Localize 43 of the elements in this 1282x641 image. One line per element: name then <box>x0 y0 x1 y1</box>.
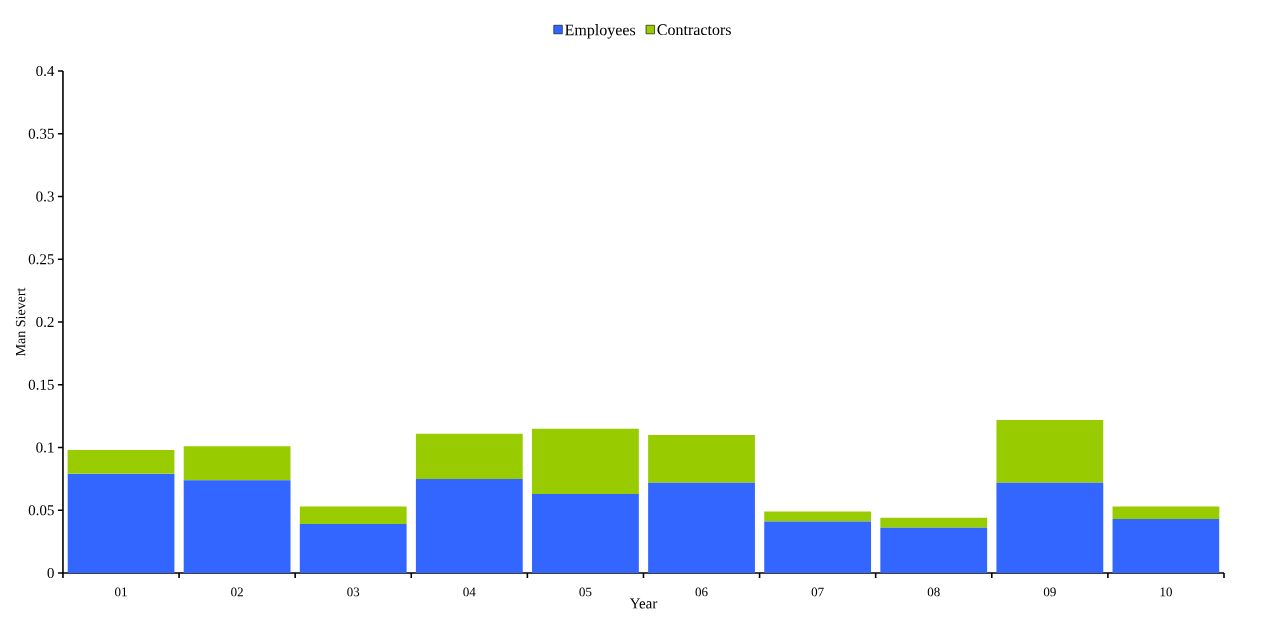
legend-label: Contractors <box>657 24 731 36</box>
y-tick-label: 0.1 <box>36 442 54 453</box>
bar <box>996 419 1104 483</box>
bar <box>648 434 755 483</box>
bar <box>648 482 755 573</box>
bar <box>183 446 291 481</box>
x-axis-title: Year <box>629 598 658 609</box>
bar <box>996 482 1104 573</box>
bar <box>67 473 175 573</box>
bar <box>299 524 407 573</box>
legend-label: Employees <box>565 24 636 39</box>
bar <box>764 521 872 573</box>
y-tick-label: 0.25 <box>28 254 54 265</box>
bar <box>415 478 523 573</box>
x-tick-label: 08 <box>927 587 940 597</box>
x-tick-label: 02 <box>231 587 243 597</box>
x-tick-label: 05 <box>579 587 592 597</box>
x-tick-label: 03 <box>347 587 360 597</box>
y-tick-label: 0.35 <box>28 128 54 139</box>
bar <box>764 511 872 522</box>
bar <box>880 527 988 573</box>
y-tick-label: 0.05 <box>28 505 54 516</box>
bar <box>1112 506 1220 520</box>
y-tick-label: 0.2 <box>36 316 54 328</box>
y-tick-label: 0.3 <box>36 191 54 202</box>
y-tick-label: 0.15 <box>28 379 54 390</box>
y-axis-title: Man Sievert <box>15 287 26 356</box>
bar <box>299 506 407 525</box>
bar <box>67 450 175 474</box>
x-tick-label: 04 <box>463 587 476 597</box>
x-tick-label: 06 <box>695 587 708 597</box>
bar <box>532 493 639 573</box>
bar <box>183 480 291 573</box>
bar <box>415 433 523 479</box>
y-tick-label: 0.4 <box>36 65 55 77</box>
x-tick-label: 09 <box>1043 587 1056 597</box>
x-tick-label: 10 <box>1160 587 1172 597</box>
bar <box>532 428 639 494</box>
x-tick-label: 07 <box>811 587 824 597</box>
bar <box>880 517 988 528</box>
x-tick-label: 01 <box>115 587 127 597</box>
y-tick-label: 0 <box>47 567 54 579</box>
bar <box>1112 519 1220 573</box>
